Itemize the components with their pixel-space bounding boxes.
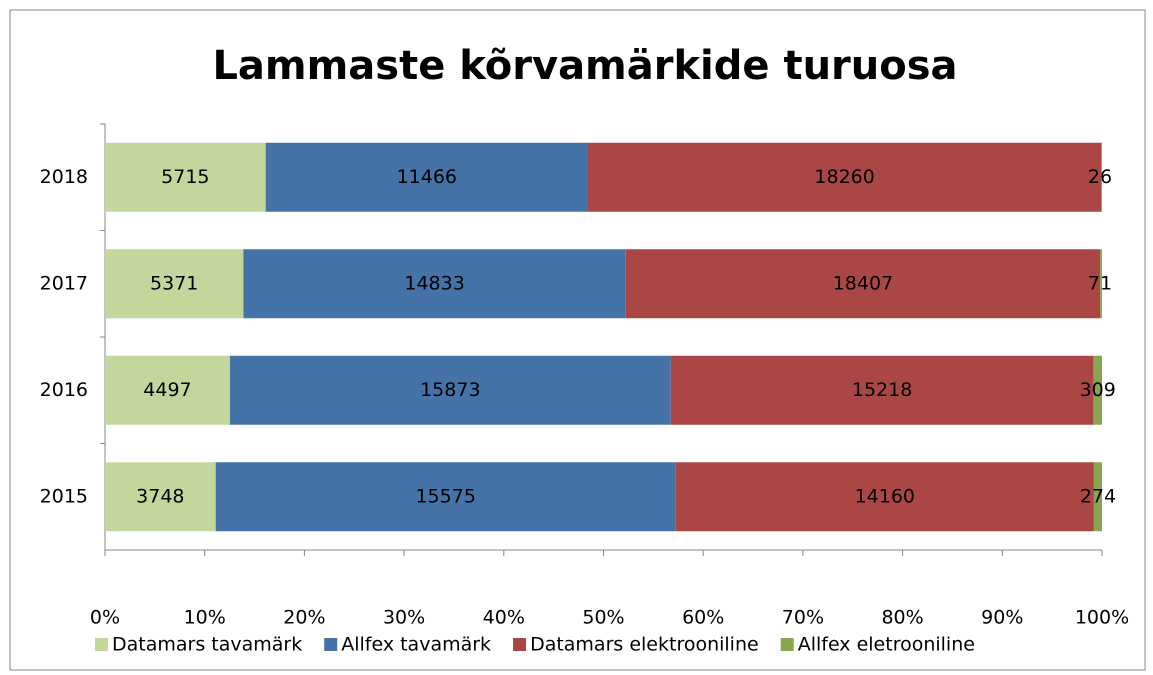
x-tick-label: 0% bbox=[90, 607, 120, 629]
bar-segment bbox=[105, 355, 230, 425]
bar-segment bbox=[215, 462, 676, 532]
bar-segment bbox=[675, 462, 1094, 532]
data-label: 26 bbox=[1088, 166, 1112, 188]
bar-segment bbox=[105, 249, 244, 319]
bar-segment bbox=[1101, 142, 1102, 212]
data-label: 309 bbox=[1080, 379, 1116, 401]
bar-segment bbox=[625, 249, 1101, 319]
data-label: 274 bbox=[1080, 485, 1116, 507]
bar-segment bbox=[243, 249, 626, 319]
x-tick-label: 10% bbox=[184, 607, 226, 629]
x-tick-label: 50% bbox=[582, 607, 624, 629]
bar-segment bbox=[587, 142, 1102, 212]
legend-label: Allfex tavamärk bbox=[341, 634, 491, 656]
legend-swatch bbox=[513, 638, 527, 651]
data-label: 15218 bbox=[852, 379, 912, 401]
legend-swatch bbox=[780, 638, 794, 651]
bar-segment bbox=[105, 142, 266, 212]
x-tick-label: 70% bbox=[782, 607, 824, 629]
y-tick-label: 2016 bbox=[40, 379, 88, 401]
chart-title: Lammaste kõrvamärkide turuosa bbox=[212, 43, 957, 89]
bar-segment bbox=[229, 355, 671, 425]
data-label: 15873 bbox=[420, 379, 480, 401]
data-label: 5715 bbox=[161, 166, 209, 188]
bar-segment bbox=[265, 142, 588, 212]
x-tick-label: 30% bbox=[383, 607, 425, 629]
data-label: 11466 bbox=[397, 166, 457, 188]
data-label: 14160 bbox=[855, 485, 915, 507]
data-label: 71 bbox=[1088, 272, 1112, 294]
data-label: 18407 bbox=[833, 272, 893, 294]
x-tick-label: 60% bbox=[682, 607, 724, 629]
chart-frame bbox=[9, 9, 1146, 671]
x-tick-label: 90% bbox=[981, 607, 1023, 629]
legend-swatch bbox=[95, 638, 108, 651]
bar-segment bbox=[1093, 355, 1102, 425]
data-label: 18260 bbox=[814, 166, 874, 188]
bar-segment bbox=[1093, 462, 1102, 532]
bar-segment bbox=[670, 355, 1094, 425]
legend-label: Allfex eletrooniline bbox=[798, 634, 975, 656]
y-tick-label: 2018 bbox=[40, 166, 88, 188]
x-tick-label: 40% bbox=[483, 607, 525, 629]
bar-segment bbox=[1100, 249, 1102, 319]
data-label: 14833 bbox=[404, 272, 464, 294]
y-tick-label: 2015 bbox=[40, 485, 88, 507]
x-tick-label: 100% bbox=[1075, 607, 1129, 629]
legend-swatch bbox=[324, 638, 338, 651]
data-label: 3748 bbox=[136, 485, 184, 507]
y-tick-label: 2017 bbox=[40, 272, 88, 294]
data-label: 4497 bbox=[143, 379, 191, 401]
legend-label: Datamars elektrooniline bbox=[530, 634, 759, 656]
x-tick-label: 80% bbox=[881, 607, 923, 629]
bar-segment bbox=[105, 462, 216, 532]
data-label: 5371 bbox=[150, 272, 198, 294]
legend-label: Datamars tavamärk bbox=[112, 634, 302, 656]
x-tick-label: 20% bbox=[283, 607, 325, 629]
data-label: 15575 bbox=[415, 485, 475, 507]
